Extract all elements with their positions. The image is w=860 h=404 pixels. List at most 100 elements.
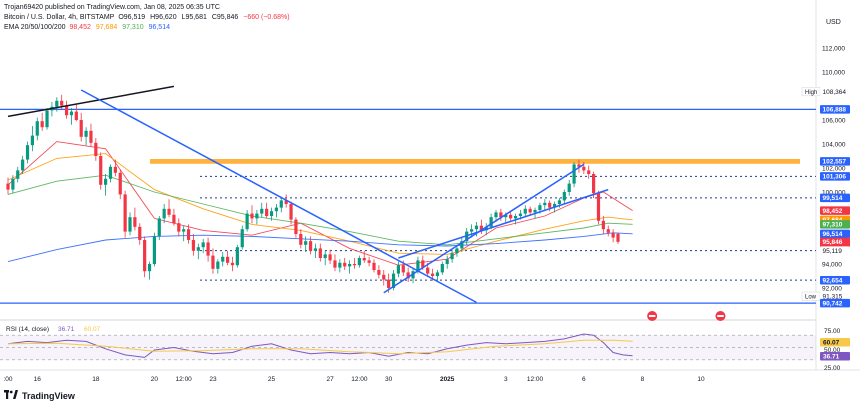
price-label: 99,514 bbox=[823, 195, 843, 202]
candle-body bbox=[104, 178, 108, 185]
rsi-tick-label: 25.00 bbox=[824, 365, 841, 372]
footer-brand: TradingView bbox=[22, 390, 75, 401]
x-tick-label: 12:00 bbox=[351, 376, 368, 383]
y-tick-label: 110,000 bbox=[822, 70, 845, 77]
currency-label: USD bbox=[826, 19, 841, 26]
published-line: Trojan69420 published on TradingView.com… bbox=[4, 4, 220, 11]
rsi-tick-label: 75.00 bbox=[824, 328, 841, 335]
candle-body bbox=[274, 207, 278, 212]
y-tick-label: 92,000 bbox=[822, 286, 842, 293]
candle-body bbox=[299, 234, 303, 245]
rsi-value-box bbox=[820, 352, 850, 361]
candle-body bbox=[79, 120, 83, 137]
ohlc-change: −660 (−0.68%) bbox=[243, 14, 290, 21]
candle-body bbox=[509, 214, 513, 219]
candle-body bbox=[592, 174, 596, 194]
candle-body bbox=[182, 229, 186, 232]
x-tick-label: 2025 bbox=[440, 376, 455, 383]
candle-body bbox=[504, 214, 508, 218]
candle-body bbox=[582, 166, 586, 171]
candle-body bbox=[143, 240, 147, 272]
candle-body bbox=[128, 217, 132, 232]
candle-body bbox=[284, 200, 288, 204]
candle-body bbox=[489, 217, 493, 227]
candle-body bbox=[294, 219, 298, 234]
y-tick-label: 112,000 bbox=[822, 46, 845, 53]
y-tick-label: 100,000 bbox=[822, 190, 846, 197]
rsi-ma-axis-label: 60.07 bbox=[823, 340, 840, 347]
candle-body bbox=[357, 258, 361, 266]
candle-body bbox=[265, 208, 269, 216]
candle-body bbox=[396, 265, 400, 274]
candle-body bbox=[479, 225, 483, 231]
candle-body bbox=[196, 247, 200, 251]
candle-body bbox=[216, 261, 220, 269]
candle-body bbox=[562, 192, 566, 201]
candle-body bbox=[94, 142, 98, 156]
candle-body bbox=[172, 214, 176, 224]
x-tick-label: 6 bbox=[582, 376, 586, 383]
price-label: 95,119 bbox=[823, 248, 843, 255]
ema200-line bbox=[7, 232, 633, 263]
candle-body bbox=[167, 208, 171, 215]
candle-body bbox=[543, 202, 547, 206]
event-flag-stripe bbox=[648, 315, 656, 317]
x-tick-label: 16 bbox=[34, 376, 42, 383]
candle-body bbox=[226, 256, 230, 263]
candle-body bbox=[333, 260, 337, 268]
x-tick-label: 30 bbox=[385, 376, 393, 383]
candle-body bbox=[328, 254, 332, 261]
candle-body bbox=[84, 130, 88, 137]
candle-body bbox=[338, 262, 342, 268]
x-tick-label: 12:00 bbox=[527, 376, 544, 383]
price-label: 98,452 bbox=[823, 208, 843, 215]
candle-body bbox=[318, 248, 322, 258]
candle-body bbox=[260, 208, 264, 214]
candle-body bbox=[221, 256, 225, 262]
candle-body bbox=[118, 172, 122, 195]
x-tick-label: 23 bbox=[209, 376, 217, 383]
ema20-value: 98,452 bbox=[69, 24, 91, 31]
rsi-axis-label: 36.71 bbox=[823, 354, 840, 361]
chart-header: Trojan69420 published on TradingView.com… bbox=[4, 3, 293, 33]
candle-body bbox=[113, 166, 117, 173]
rsi-title: RSI (14, close) bbox=[6, 326, 49, 333]
ema50-value: 97,684 bbox=[95, 24, 118, 31]
candle-body bbox=[401, 265, 405, 273]
candle-body bbox=[518, 213, 522, 216]
x-tick-label: 10 bbox=[697, 376, 705, 383]
y-tick-label: 106,000 bbox=[822, 118, 846, 125]
candle-body bbox=[387, 279, 391, 288]
candle-body bbox=[235, 247, 239, 266]
candle-body bbox=[206, 242, 210, 256]
candle-body bbox=[382, 274, 386, 280]
candle-body bbox=[108, 166, 113, 179]
tradingview-logo-icon bbox=[4, 390, 18, 401]
candle-body bbox=[289, 204, 293, 220]
candle-body bbox=[89, 130, 93, 143]
ohlc-open: O96,519 bbox=[118, 14, 146, 21]
ema100-line bbox=[7, 174, 633, 246]
price-label-box bbox=[820, 193, 850, 203]
candle-body bbox=[416, 260, 420, 272]
candle-body bbox=[157, 218, 161, 237]
candle-body bbox=[616, 233, 620, 242]
price-label-box bbox=[820, 275, 850, 285]
x-tick-label: 25 bbox=[268, 376, 276, 383]
rsi-line bbox=[7, 333, 633, 358]
candle-body bbox=[367, 260, 371, 263]
rsi-tick-label: 50.00 bbox=[824, 347, 841, 354]
price-label-box bbox=[820, 206, 850, 215]
ema-label: EMA 20/50/100/200 bbox=[4, 24, 66, 31]
trendline bbox=[383, 163, 585, 294]
candle-body bbox=[60, 100, 64, 106]
candle-body bbox=[30, 135, 34, 146]
candle-body bbox=[99, 156, 103, 185]
candle-body bbox=[55, 100, 59, 107]
candle-body bbox=[45, 110, 49, 128]
candle-body bbox=[548, 202, 552, 208]
candle-body bbox=[426, 267, 430, 274]
candle-body bbox=[6, 183, 10, 190]
candle-body bbox=[147, 264, 152, 272]
